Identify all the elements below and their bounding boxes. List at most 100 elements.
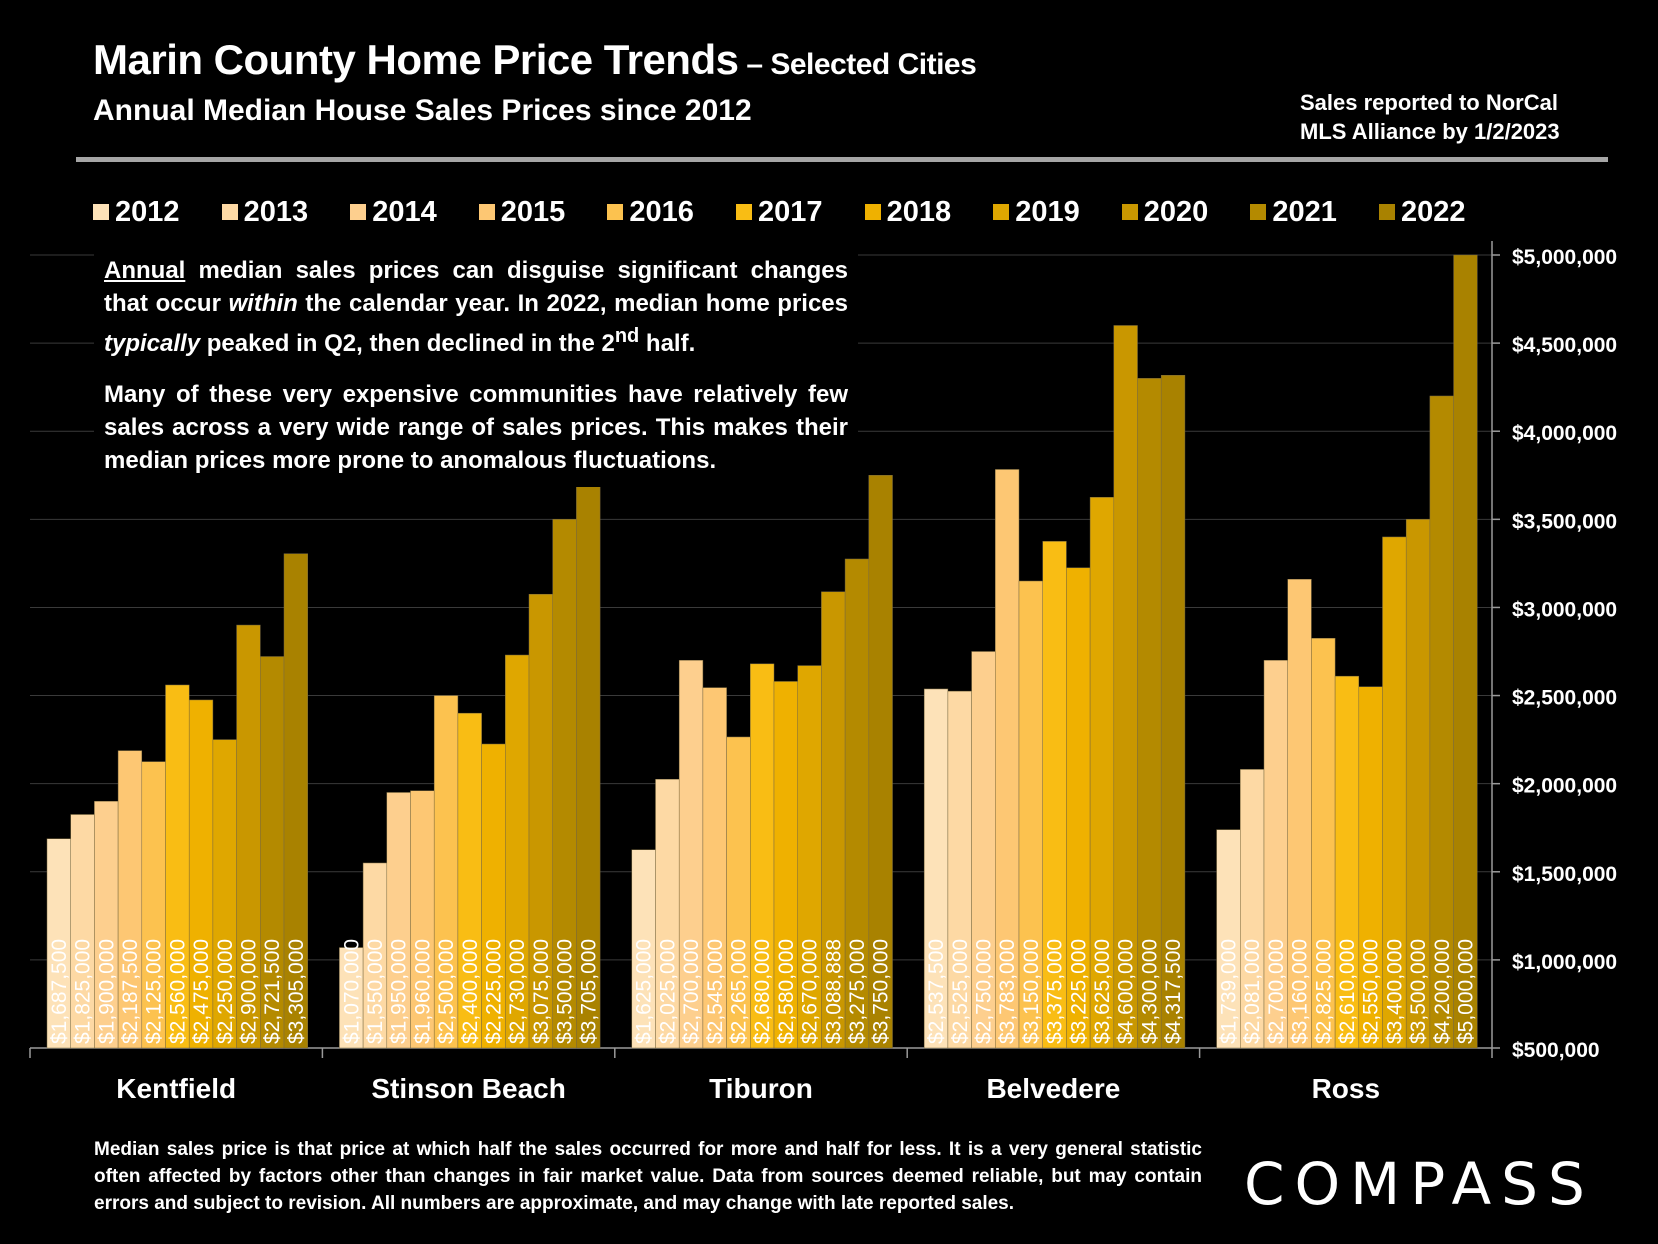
- data-label: $2,750,000: [972, 939, 995, 1044]
- data-label: $2,525,000: [949, 939, 972, 1044]
- annotation-underlined: Annual: [104, 257, 186, 284]
- y-tick-label: $1,500,000: [1512, 863, 1617, 886]
- category-label: Belvedere: [986, 1073, 1120, 1104]
- legend-label: 2012: [115, 195, 180, 228]
- legend-item: 2016: [607, 194, 694, 230]
- legend-label: 2020: [1143, 195, 1209, 228]
- legend-label: 2016: [629, 195, 694, 228]
- chart-title: Marin County Home Price Trends – Selecte…: [93, 36, 977, 84]
- data-label: $2,225,000: [482, 939, 505, 1044]
- legend-swatch: [93, 204, 109, 220]
- category-label: Stinson Beach: [371, 1073, 565, 1104]
- legend-swatch: [993, 204, 1010, 220]
- data-label: $3,750,000: [870, 939, 893, 1044]
- legend-item: 2013: [221, 194, 309, 230]
- data-label: $2,500,000: [435, 939, 458, 1044]
- annotation-paragraph-1: Annual median sales prices can disguise …: [104, 254, 848, 360]
- data-label: $3,500,000: [554, 939, 577, 1044]
- data-label: $4,300,000: [1138, 939, 1161, 1044]
- data-label: $5,000,000: [1454, 939, 1477, 1044]
- data-label: $2,545,000: [704, 939, 727, 1044]
- data-label: $2,730,000: [506, 939, 529, 1044]
- legend-swatch: [736, 204, 752, 220]
- data-label: $2,670,000: [799, 939, 822, 1044]
- legend-swatch: [607, 204, 624, 220]
- legend-label: 2013: [243, 195, 309, 228]
- legend-label: 2018: [886, 195, 952, 228]
- annotation-text-a: median sales prices can disguise signifi…: [104, 257, 848, 317]
- source-line-2: MLS Alliance by 1/2/2023: [1300, 119, 1560, 144]
- chart-subtitle: Annual Median House Sales Prices since 2…: [93, 94, 752, 127]
- legend-label: 2019: [1015, 195, 1080, 228]
- data-label: $1,739,000: [1217, 939, 1240, 1044]
- y-tick-label: $2,000,000: [1512, 775, 1617, 798]
- data-label: $3,500,000: [1407, 939, 1430, 1044]
- y-tick-label: $4,000,000: [1512, 422, 1617, 445]
- legend-label: 2021: [1272, 195, 1337, 228]
- data-label: $2,825,000: [1312, 939, 1335, 1044]
- data-label: $3,375,000: [1044, 939, 1067, 1044]
- annotation-text-b: the calendar year. In 2022, median home …: [297, 290, 848, 317]
- legend-label: 2017: [758, 195, 823, 228]
- bar-2022: [868, 475, 893, 1049]
- data-label: $2,550,000: [1360, 939, 1383, 1044]
- data-label: $2,721,500: [261, 939, 284, 1044]
- legend-swatch: [1379, 204, 1395, 220]
- source-line-1: Sales reported to NorCal: [1300, 90, 1558, 115]
- category-label: Tiburon: [709, 1073, 813, 1104]
- data-label: $1,825,000: [72, 939, 95, 1044]
- y-tick-label: $2,500,000: [1512, 687, 1617, 710]
- annotation-paragraph-2: Many of these very expensive communities…: [104, 381, 848, 474]
- data-label: $2,025,000: [656, 939, 679, 1044]
- category-label: Ross: [1312, 1073, 1380, 1104]
- data-label: $3,088,888: [822, 939, 845, 1044]
- data-label: $3,075,000: [530, 939, 553, 1044]
- data-label: $4,600,000: [1115, 939, 1138, 1044]
- legend-item: 2021: [1250, 194, 1337, 230]
- data-label: $2,400,000: [459, 939, 482, 1044]
- data-label: $3,705,000: [577, 939, 600, 1044]
- data-label: $1,070,000: [340, 939, 363, 1044]
- annotation-superscript: nd: [614, 325, 640, 347]
- annotation-italic-1: within: [228, 290, 298, 317]
- data-label: $2,900,000: [237, 939, 260, 1044]
- footer-disclaimer: Median sales price is that price at whic…: [94, 1139, 1202, 1214]
- legend-item: 2012: [93, 194, 180, 230]
- data-label: $1,550,000: [364, 939, 387, 1044]
- data-label: $3,625,000: [1091, 939, 1114, 1044]
- title-suffix: – Selected Cities: [738, 48, 977, 81]
- y-tick-label: $5,000,000: [1512, 246, 1617, 269]
- y-tick-label: $500,000: [1512, 1039, 1600, 1062]
- data-label: $4,317,500: [1162, 939, 1185, 1044]
- legend-item: 2022: [1379, 194, 1466, 230]
- data-label: $1,960,000: [411, 939, 434, 1044]
- data-label: $2,537,500: [925, 939, 948, 1044]
- data-label: $2,265,000: [727, 939, 750, 1044]
- data-label: $1,950,000: [388, 939, 411, 1044]
- data-label: $4,200,000: [1431, 939, 1454, 1044]
- legend-label: 2014: [372, 195, 437, 228]
- bar-2022: [1160, 375, 1186, 1049]
- legend-swatch: [478, 204, 495, 220]
- data-label: $2,250,000: [214, 939, 237, 1044]
- annotation-italic-2: typically: [104, 330, 201, 357]
- annotation-text-c: peaked in Q2, then declined in the 2: [200, 330, 615, 357]
- data-label: $2,560,000: [166, 939, 189, 1044]
- y-tick-label: $1,000,000: [1512, 951, 1617, 974]
- data-label: $3,225,000: [1067, 939, 1090, 1044]
- legend-item: 2019: [993, 194, 1080, 230]
- legend-swatch: [1121, 204, 1138, 220]
- data-label: $3,150,000: [1020, 939, 1043, 1044]
- legend-swatch: [1250, 204, 1267, 220]
- legend-item: 2017: [736, 194, 823, 230]
- data-label: $2,125,000: [143, 939, 166, 1044]
- bar-2022: [283, 553, 308, 1049]
- bar-2022: [1453, 254, 1478, 1049]
- data-label: $3,160,000: [1289, 939, 1312, 1044]
- data-label: $2,580,000: [775, 939, 798, 1044]
- data-label: $1,900,000: [95, 939, 118, 1044]
- data-label: $1,625,000: [633, 939, 656, 1044]
- y-tick-label: $4,500,000: [1512, 334, 1617, 357]
- legend-swatch: [350, 204, 367, 220]
